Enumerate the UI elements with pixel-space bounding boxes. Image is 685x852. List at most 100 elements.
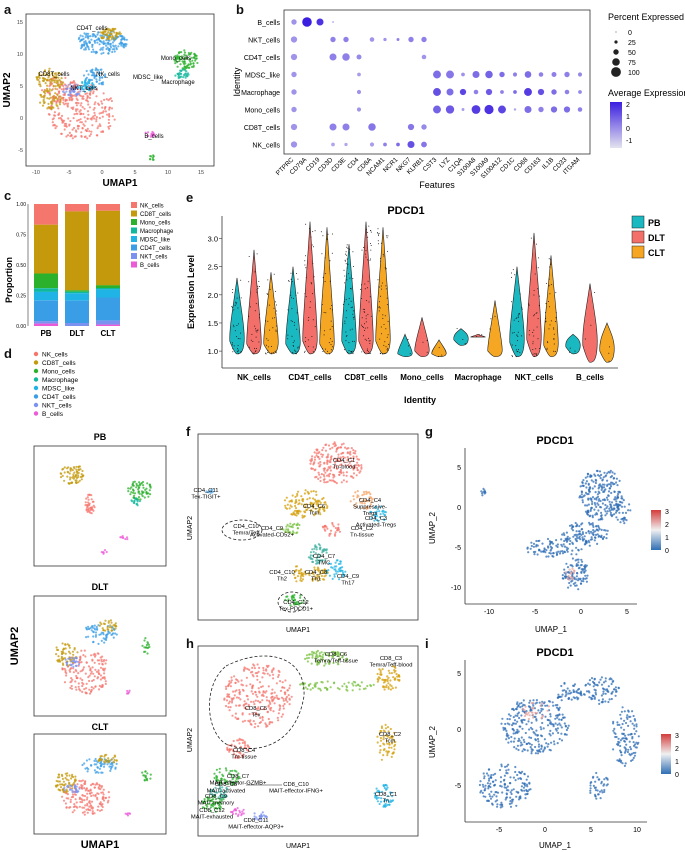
dot-NK_cells-PTPRC [290,141,298,148]
bar-PB-NK_cells [34,204,58,225]
violin-NK_cells-CLT [263,272,279,355]
dot-MDSC_like-S100A8 [472,70,480,79]
violin-category: Mono_cells [400,373,444,382]
x-tick: 15 [198,170,204,176]
mini-mac [130,497,141,507]
x-tick: -5 [67,170,72,176]
dot-CD8T_cells-KLRB1 [421,124,427,130]
dot-Mono_cells-CD33 [563,106,571,113]
panel-d-title-dlt: DLT [92,582,109,592]
panel-b-xlabel: Features [419,180,455,190]
dot-NK_cells-KLRB1 [421,141,427,148]
x-tick: -5 [532,609,538,616]
y-tick: 3.0 [208,235,218,244]
violin-points [248,253,261,355]
dot-Macrophage-C1QA [459,88,467,96]
legend-dot [33,394,39,399]
violin-points [527,237,540,357]
cd4-label: CD4_C12 Tex-PDCD1+ [279,600,314,613]
umap-label: NKT_cells [70,86,97,92]
scale-tick: 3 [665,509,669,516]
legend-label: NK_cells [42,352,68,359]
dot-B_cells-CD79A [302,17,312,27]
violin-points [231,279,242,355]
cd8-label: CD8_C6 Temra/Teff-tissue [314,652,358,665]
violin-CD8T_cells-DLT [358,221,374,355]
cd8-label: CD8_C4 Tm-tissue [231,748,256,761]
avg-legend-title: Average Expression [608,88,685,98]
dot-B_cells-CD19 [316,18,324,26]
dot-Macrophage-S100A8 [473,89,479,95]
violin-Macrophage-DLT [470,333,486,338]
bar-DLT-CD4T_cells [65,300,89,323]
percent-legend-dot [613,49,619,55]
dot-Mono_cells-CST3 [433,105,441,114]
mini-b2 [100,549,108,555]
panel-d-title-clt: CLT [92,722,109,732]
bar-PB-CD8T_cells [34,224,58,274]
panel-i-xlabel: UMAP_1 [539,841,572,850]
mini-nk [84,493,96,515]
dot-CD4T_cells-CD4 [356,54,362,60]
x-tick: 10 [633,827,641,834]
panel-g-colorbar [651,510,661,550]
dot-MDSC_like-IL1B [551,72,557,77]
violin-points [608,346,610,362]
percent-legend-dot [611,67,621,77]
dot-B_cells-CD3D [331,20,335,24]
percent-legend-label: 0 [628,30,632,37]
dot-Macrophage-CST3 [433,88,441,96]
cd8-label: CD8_C9 MAIT-memory [198,794,234,807]
dot-MDSC_like-CD1C [512,72,518,77]
dashed-outline [209,655,305,749]
avg-tick: -1 [626,138,632,145]
bar-CLT-Macrophage [96,288,120,290]
feature-label: CST3 [422,156,439,173]
panel-g-featureplot: PDCD1 -10 -5 0 5 5 0 -5 -10 UMAP_1 UMAP_2 3 2 1 0 [428,435,669,634]
x-tick: -10 [484,609,494,616]
cd8-cluster-0 [223,663,293,729]
x-tick: 0 [579,609,583,616]
identity-label: NKT_cells [248,38,280,45]
umap-label: Macrophage [161,80,195,86]
dot-Macrophage-ITGAM [578,90,582,94]
dot-Macrophage-CD68 [524,88,532,96]
avg-colorbar [610,102,622,148]
panel-e-xlabel: Identity [404,395,436,405]
dot-Mono_cells-IL1B [550,106,558,113]
cd4-cluster-8 [325,559,347,581]
violin-B_cells-DLT [582,283,598,363]
dot-NK_cells-NKG7 [407,140,415,149]
umap-label: Mono_cells [161,56,191,62]
mini-b [119,535,129,541]
legend-label: Mono_cells [42,369,76,376]
legend-swatch [131,244,137,251]
mini-b [124,812,132,817]
percent-legend-title: Percent Expressed [608,12,684,22]
legend-label: Mono_cells [140,221,170,227]
bar-category: PB [40,329,51,338]
mini-cd8 [54,772,77,794]
cd8-label: CD8_C10 MAIT-effector-IFNG+ [269,782,323,795]
dot-CD4T_cells-CD3E [342,53,350,61]
legend-label: B_cells [140,263,159,269]
feature-cells-2 [526,537,583,558]
legend-swatch [131,253,137,259]
mini-cd8 [59,465,85,485]
dot-CD8T_cells-PTPRC [290,123,298,131]
cd8-label: CD8_C7 MAIT-effector-GZMB+ [210,774,267,787]
feature-cells-3 [561,557,589,591]
violin-Mono_cells-PB [397,333,413,358]
dot-NKT_cells-NCR1 [396,38,400,41]
panel-b-ylabel: Identity [232,67,242,97]
feature-hot-0 [564,567,576,581]
mini-mono [141,637,151,655]
feature-cells-5 [610,495,632,525]
cd8-cluster-2 [376,665,401,691]
violin-points [489,315,496,330]
legend-label: CD4T_cells [140,246,171,252]
umap-cluster-cd8t-cells [39,89,63,111]
y-tick: 0 [457,727,461,734]
cd4-label: CD4_C4 Suppressive-Tregs [353,498,387,517]
dot-B_cells-PTPRC [291,19,297,25]
